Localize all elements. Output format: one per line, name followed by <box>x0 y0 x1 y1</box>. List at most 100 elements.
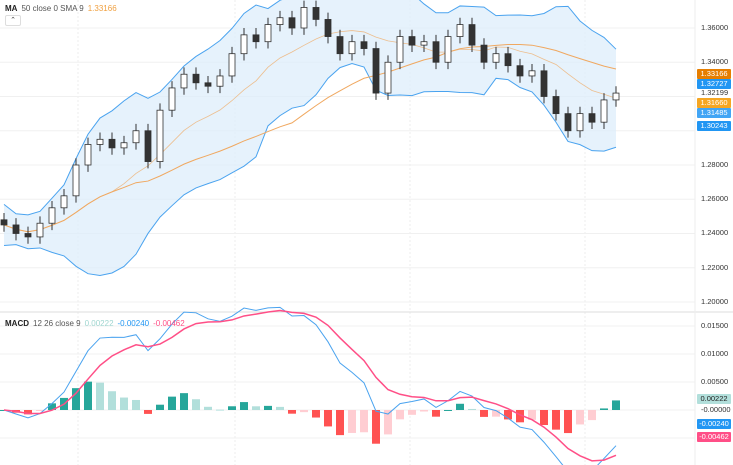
macd-histogram-bar <box>36 410 44 411</box>
candle-body <box>216 75 224 87</box>
macd-histogram-bar <box>72 388 80 410</box>
macd-histogram-bar <box>168 396 176 410</box>
macd-line <box>3 306 617 465</box>
candle-body <box>528 70 536 77</box>
candle-body <box>120 142 128 149</box>
macd-histogram-bar <box>576 410 584 425</box>
macd-histogram-bar <box>204 406 212 410</box>
macd-histogram-bar <box>336 410 344 436</box>
macd-histogram-bar <box>600 408 608 410</box>
candle-body <box>480 44 488 63</box>
candle-body <box>468 24 476 46</box>
candle-body <box>276 17 284 25</box>
price-tag: 1.31660 <box>697 98 731 108</box>
macd-histogram-bar <box>216 409 224 411</box>
price-tag: 1.31485 <box>697 108 731 118</box>
hist-value: 0.00222 <box>84 319 114 328</box>
macd-histogram-bar <box>300 410 308 413</box>
macd-histogram-bar <box>588 410 596 421</box>
macd-histogram-bar <box>468 408 476 410</box>
macd-histogram-bar <box>288 410 296 414</box>
macd-tag: -0.00462 <box>697 432 731 442</box>
macd-histogram-bar <box>396 410 404 420</box>
price-tag: 1.30243 <box>697 121 731 131</box>
macd-histogram-bar <box>108 391 116 410</box>
candle-body <box>576 113 584 132</box>
candle-body <box>492 53 500 63</box>
bollinger-lower <box>3 62 617 277</box>
macd-histogram-bar <box>228 406 236 410</box>
candle-body <box>444 36 452 63</box>
candle-body <box>156 109 164 162</box>
ma-params: 50 close 0 SMA 9 <box>21 4 84 13</box>
price-tag: 1.32199 <box>701 88 729 97</box>
macd-histogram-bar <box>348 410 356 433</box>
macd-histogram-bar <box>552 410 560 430</box>
candle-body <box>180 73 188 89</box>
macd-histogram-bar <box>312 410 320 418</box>
macd-histogram-bar <box>612 400 620 410</box>
macd-tick-label: 0.00500 <box>701 377 729 386</box>
candle-body <box>504 53 512 67</box>
candle-body <box>96 138 104 145</box>
candle-body <box>432 41 440 63</box>
candle-body <box>312 7 320 20</box>
macd-histogram-bar <box>480 410 488 417</box>
macd-histogram-bar <box>144 410 152 414</box>
collapse-legend-chevron-up-icon[interactable]: ⌃ <box>5 15 21 26</box>
macd-tick-label: -0.00000 <box>701 405 731 414</box>
candle-body <box>60 195 68 209</box>
price-tag: 1.33166 <box>697 69 731 79</box>
macd-histogram-bar <box>564 410 572 434</box>
candle-body <box>456 24 464 37</box>
macd-histogram-bar <box>180 393 188 410</box>
price-tick-label: 1.34000 <box>701 57 729 66</box>
macd-legend: MACD 12 26 close 9 0.00222 -0.00240 -0.00462 <box>5 319 189 328</box>
macd-histogram-bar <box>120 397 128 410</box>
macd-histogram-bar <box>24 410 32 415</box>
price-tick-label: 1.24000 <box>701 228 729 237</box>
candle-body <box>132 130 140 144</box>
candle-body <box>600 99 608 123</box>
macd-histogram-bar <box>192 399 200 410</box>
price-tick-label: 1.36000 <box>701 23 729 32</box>
macd-histogram-bar <box>324 410 332 427</box>
candle-body <box>384 61 392 94</box>
candle-body <box>588 113 596 123</box>
macd-histogram-bar <box>516 410 524 423</box>
candle-body <box>12 224 20 234</box>
macd-histogram-bar <box>528 410 536 420</box>
macd-histogram-bar <box>156 404 164 410</box>
macd-histogram-bar <box>240 402 248 410</box>
candle-body <box>372 48 380 94</box>
candle-body <box>252 34 260 43</box>
candle-body <box>108 138 116 149</box>
candle-body <box>168 87 176 111</box>
signal-value: -0.00462 <box>153 319 185 328</box>
candle-body <box>348 41 356 55</box>
candle-body <box>84 144 92 166</box>
macd-label: MACD <box>5 319 29 328</box>
macd-tick-label: 0.01000 <box>701 349 729 358</box>
macd-histogram-bar <box>432 410 440 417</box>
macd-tick-label: 0.01500 <box>701 321 729 330</box>
macd-params: 12 26 close 9 <box>33 319 81 328</box>
macd-histogram-bar <box>84 381 92 410</box>
macd-histogram-bar <box>504 410 512 420</box>
candle-body <box>420 41 428 46</box>
macd-histogram-bar <box>132 399 140 410</box>
price-tick-label: 1.28000 <box>701 160 729 169</box>
candle-body <box>612 92 620 101</box>
macd-histogram-bar <box>408 410 416 415</box>
macd-histogram-bar <box>384 410 392 435</box>
macd-histogram-bar <box>444 409 452 411</box>
candle-body <box>204 82 212 87</box>
macd-histogram-bar <box>492 410 500 417</box>
candle-body <box>228 53 236 77</box>
bollinger-band-fill <box>4 0 616 276</box>
macd-histogram-bar <box>360 410 368 433</box>
macd-histogram-bar <box>264 405 272 410</box>
price-tick-label: 1.22000 <box>701 263 729 272</box>
